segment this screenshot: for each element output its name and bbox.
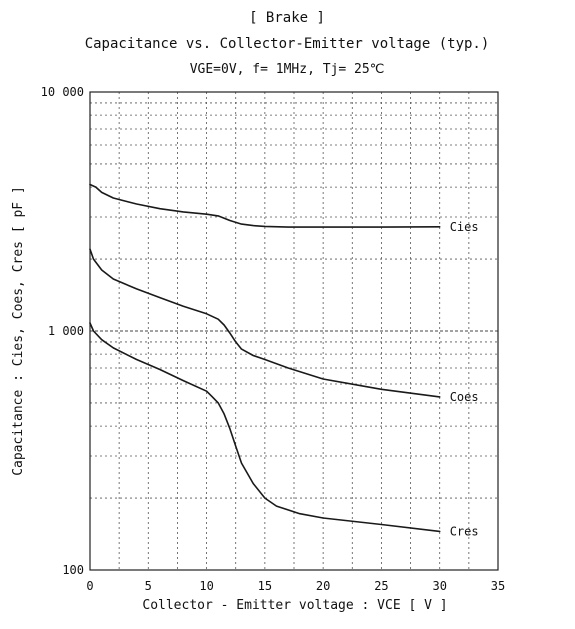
- grid-layer: [90, 92, 498, 570]
- series-label-cies: Cies: [450, 220, 479, 234]
- series-line-cres: [89, 322, 441, 533]
- y-tick-label: 1 000: [48, 324, 84, 338]
- chart-conditions: VGE=0V, f= 1MHz, Tj= 25℃: [190, 62, 385, 77]
- x-tick-label: 5: [145, 579, 152, 593]
- x-tick-label: 0: [86, 579, 93, 593]
- series-label-cres: Cres: [450, 524, 479, 538]
- y-tick-label: 100: [62, 563, 84, 577]
- x-axis-label: Collector - Emitter voltage : VCE [ V ]: [142, 598, 447, 613]
- series-line-coes: [89, 248, 441, 398]
- chart-subtitle: Capacitance vs. Collector-Emitter voltag…: [85, 36, 490, 52]
- series-line-cies: [89, 183, 441, 228]
- y-axis-label: Capacitance : Cies, Coes, Cres [ pF ]: [11, 186, 26, 476]
- tick-layer: 0 5 10 15 20 25 30 35 100 1 000 10 000: [41, 85, 506, 593]
- series-layer: Cies Coes Cres: [89, 183, 479, 538]
- y-tick-label: 10 000: [41, 85, 84, 99]
- x-tick-label: 30: [432, 579, 446, 593]
- x-tick-label: 10: [199, 579, 213, 593]
- plot-frame: [89, 91, 499, 571]
- series-label-coes: Coes: [450, 390, 479, 404]
- x-tick-label: 35: [491, 579, 505, 593]
- x-tick-label: 15: [258, 579, 272, 593]
- x-tick-label: 20: [316, 579, 330, 593]
- chart-title: [ Brake ]: [249, 10, 325, 26]
- x-tick-label: 25: [374, 579, 388, 593]
